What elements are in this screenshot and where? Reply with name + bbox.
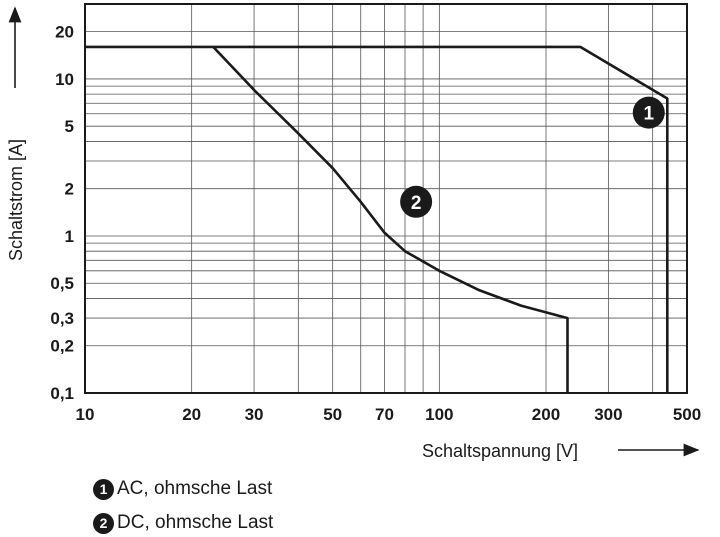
y-tick-label: 20 [55, 23, 74, 42]
y-tick-label: 0,5 [50, 274, 74, 293]
series-line-2 [212, 46, 569, 393]
grid [85, 4, 687, 393]
legend-item-ac: 1 AC, ohmsche Last [93, 478, 272, 500]
series-layer: 12 [85, 45, 669, 393]
x-tick-label: 30 [245, 405, 264, 424]
y-tick-label: 0,1 [50, 384, 74, 403]
x-tick-label: 300 [594, 405, 622, 424]
series-line-1 [85, 45, 669, 393]
legend-label-ac: AC, ohmsche Last [117, 478, 273, 499]
y-tick-label: 2 [65, 180, 74, 199]
plot-frame [84, 3, 688, 394]
x-tick-label: 100 [425, 405, 453, 424]
legend-marker-2: 2 [93, 512, 114, 534]
series-marker-1 [632, 96, 665, 129]
legend-marker-1: 1 [93, 478, 114, 500]
series-marker-label-1: 1 [643, 104, 654, 125]
x-tick-label: 70 [375, 405, 394, 424]
y-axis-label: Schaltstrom [A] [6, 139, 26, 261]
legend-label-dc: DC, ohmsche Last [117, 512, 274, 533]
series-marker-2 [400, 185, 433, 218]
y-tick-label: 0,3 [50, 309, 74, 328]
x-tick-label: 500 [673, 405, 701, 424]
x-tick-label: 10 [76, 405, 95, 424]
y-tick-label: 1 [65, 227, 74, 246]
tick-labels: 10 20 30 50 70 100 200 300 5000,10,20,30,5125102… [50, 23, 701, 424]
y-tick-label: 5 [65, 117, 74, 136]
x-tick-label: 20 [182, 405, 201, 424]
x-axis-label: Schaltspannung [V] [422, 441, 578, 461]
x-tick-label: 200 [532, 405, 560, 424]
series-marker-label-2: 2 [411, 193, 422, 214]
y-tick-label: 0,2 [50, 337, 74, 356]
x-tick-label: 50 [323, 405, 342, 424]
legend-item-dc: 2 DC, ohmsche Last [93, 512, 273, 534]
y-tick-label: 10 [55, 70, 74, 89]
